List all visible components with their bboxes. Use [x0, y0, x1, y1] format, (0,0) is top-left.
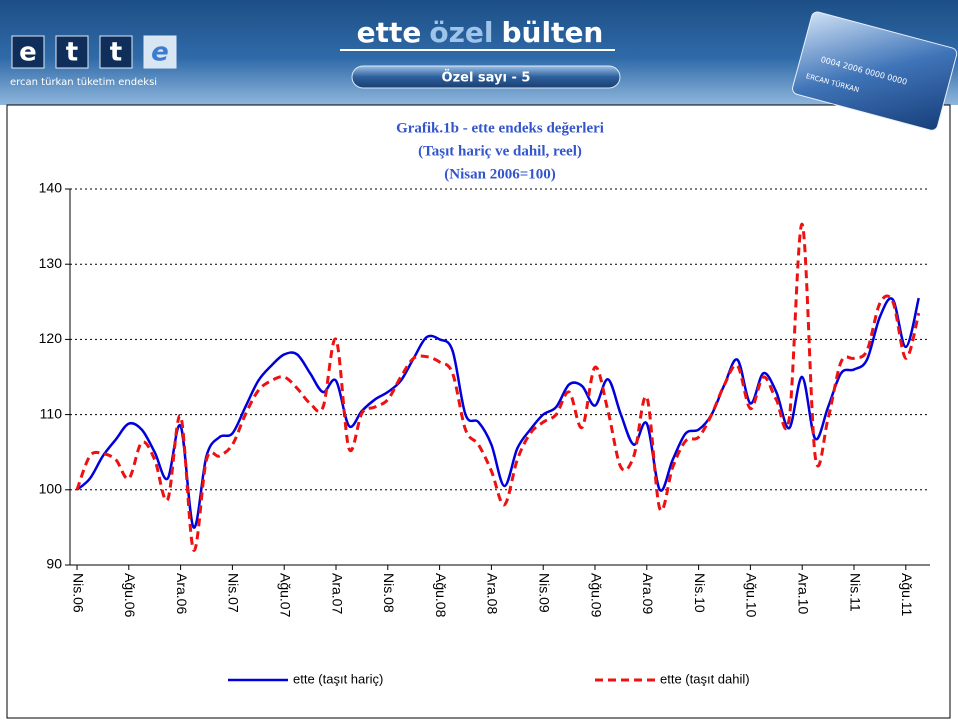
x-tick-label: Ağu.06	[122, 573, 138, 618]
x-tick-label: Ağu.07	[277, 573, 293, 618]
x-tick-label: Nis.08	[381, 573, 397, 613]
bulletin: ette ercan türkan tüketim endeksi etteöz…	[0, 0, 958, 723]
issue-label: Özel sayı - 5	[442, 70, 531, 86]
logo-letter: e	[19, 38, 37, 68]
y-tick-label: 110	[40, 405, 63, 421]
x-tick-label: Nis.07	[226, 573, 242, 613]
x-tick-label: Ağu.09	[588, 573, 604, 618]
logo-letter: t	[66, 38, 78, 68]
x-tick-label: Ara.10	[795, 573, 811, 614]
x-tick-label: Ağu.11	[899, 573, 915, 617]
x-tick-label: Nis.09	[536, 573, 552, 613]
logo-letter: e	[151, 38, 169, 68]
x-tick-label: Nis.11	[847, 573, 863, 612]
logo-letter: t	[110, 38, 122, 68]
chart-subtitle: (Taşıt hariç ve dahil, reel)	[418, 143, 582, 159]
page: ette ercan türkan tüketim endeksi etteöz…	[0, 0, 958, 723]
x-tick-label: Nis.06	[70, 573, 86, 613]
x-tick-label: Ara.08	[485, 573, 501, 614]
legend-label: ette (taşıt hariç)	[293, 671, 383, 686]
x-tick-label: Nis.10	[692, 573, 708, 613]
x-tick-label: Ara.09	[640, 573, 656, 614]
y-tick-label: 130	[39, 255, 63, 271]
title-part: ette	[357, 16, 422, 49]
y-tick-label: 100	[39, 481, 63, 497]
title-part: bülten	[501, 16, 603, 49]
x-tick-label: Ara.07	[329, 573, 345, 614]
legend-label: ette (taşıt dahil)	[660, 671, 750, 686]
chart-title: Grafik.1b - ette endeks değerleri	[396, 120, 604, 136]
chart-subtitle: (Nisan 2006=100)	[444, 166, 555, 182]
x-tick-label: Ağu.10	[744, 573, 760, 618]
y-tick-label: 140	[39, 180, 63, 196]
title-part: özel	[429, 16, 493, 49]
y-tick-label: 120	[39, 330, 63, 346]
logo-caption: ercan türkan tüketim endeksi	[10, 77, 157, 88]
x-tick-label: Ağu.08	[433, 573, 449, 618]
y-tick-label: 90	[46, 556, 62, 572]
x-tick-label: Ara.06	[174, 573, 190, 614]
